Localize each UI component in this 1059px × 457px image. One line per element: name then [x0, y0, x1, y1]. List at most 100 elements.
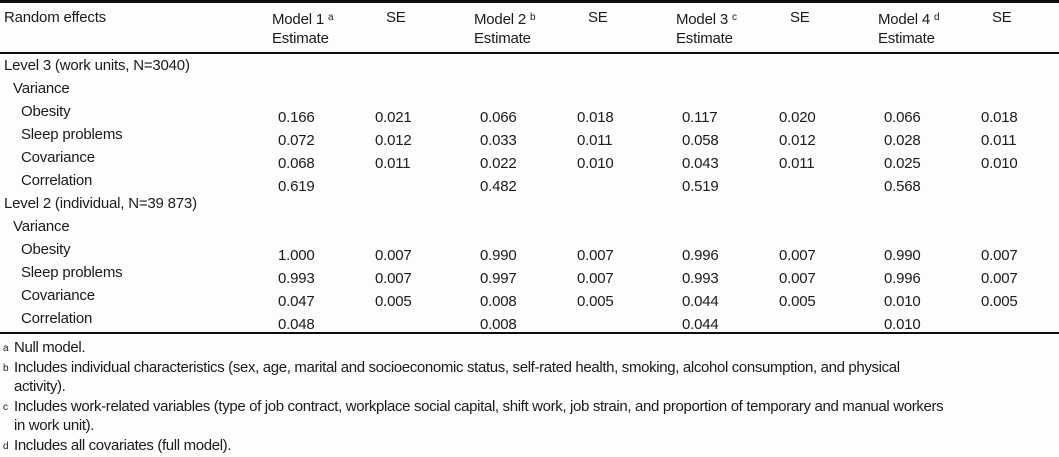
estimate-value: 0.619 [278, 178, 315, 195]
se-value [779, 62, 878, 85]
estimate-value: 0.066 [884, 109, 921, 126]
footnote-a: a Null model. [0, 338, 1059, 358]
row-label: Level 2 (individual, N=39 873) [4, 195, 197, 212]
se-value: 0.007 [981, 270, 1018, 287]
table-header-row: Random effects Model 1 a Estimate SE Model … [0, 3, 1059, 52]
section-title-row-2: Level 2 (individual, N=39 873) [0, 192, 1059, 215]
column-header-model-4: Model 4 d Estimate [878, 8, 981, 52]
estimate-value: 0.568 [884, 178, 921, 195]
estimate-value: 1.000 [278, 247, 315, 264]
estimate-value: 0.010 [884, 293, 921, 310]
estimate-value [878, 200, 981, 223]
se-value: 0.011 [779, 155, 815, 172]
row-label: Covariance [21, 287, 95, 304]
se-value: 0.007 [375, 270, 412, 287]
column-header-se-3: SE [790, 9, 810, 26]
footnote-marker: c [731, 12, 737, 23]
column-header-model-1: Model 1 a Estimate [272, 8, 375, 52]
column-header-se-4: SE [992, 9, 1012, 26]
estimate-sublabel: Estimate [474, 30, 531, 47]
estimate-value [676, 85, 779, 108]
table-bottom-rule [0, 332, 1059, 334]
section-title-row-1: Level 3 (work units, N=3040) [0, 54, 1059, 77]
variance-group-row: Variance [0, 77, 1059, 100]
se-value: 0.005 [375, 293, 412, 310]
se-value [577, 177, 676, 200]
column-header-random-effects: Random effects [4, 9, 106, 26]
estimate-value: 0.990 [480, 247, 517, 264]
footnote-b: b Includes individual characteristics (se… [0, 358, 1059, 397]
footnote-text: Includes individual characteristics (sex… [14, 358, 900, 396]
estimate-value: 0.044 [682, 316, 719, 333]
se-value: 0.005 [981, 293, 1018, 310]
estimate-sublabel: Estimate [878, 30, 935, 47]
estimate-value: 0.022 [480, 155, 517, 172]
table-row: Covariance 0.047 0.005 0.008 0.005 0.044 0.005… [0, 284, 1059, 310]
estimate-sublabel: Estimate [272, 30, 329, 47]
se-value [779, 177, 878, 200]
se-value [577, 223, 676, 246]
se-value [981, 85, 1059, 108]
estimate-value: 0.166 [278, 109, 315, 126]
estimate-value: 0.068 [278, 155, 315, 172]
se-value [981, 315, 1059, 338]
table-row: Obesity 0.166 0.021 0.066 0.018 0.117 0.020 0.0… [0, 100, 1059, 126]
se-value: 0.007 [779, 247, 816, 264]
se-value: 0.021 [375, 109, 412, 126]
footnote-d: d Includes all covariates (full model). [0, 436, 1059, 456]
se-value: 0.012 [779, 132, 816, 149]
se-value [577, 200, 676, 223]
row-label: Covariance [21, 149, 95, 166]
se-value [779, 85, 878, 108]
se-value [981, 62, 1059, 85]
se-value: 0.020 [779, 109, 816, 126]
se-value: 0.007 [577, 247, 614, 264]
estimate-value [474, 200, 577, 223]
variance-group-row: Variance [0, 215, 1059, 238]
row-label: Sleep problems [21, 264, 123, 281]
se-value [375, 62, 474, 85]
se-value [981, 177, 1059, 200]
se-value [375, 315, 474, 338]
footnote-marker: b [529, 12, 536, 23]
table-row: Sleep problems 0.993 0.007 0.997 0.007 0.993 0… [0, 261, 1059, 287]
se-value: 0.007 [779, 270, 816, 287]
footnote-text: Null model. [14, 339, 86, 356]
se-value: 0.007 [375, 247, 412, 264]
footnote-marker: a [327, 12, 334, 23]
estimate-value: 0.072 [278, 132, 315, 149]
footnote-text: Includes work-related variables (type of… [14, 397, 944, 435]
table-row: Sleep problems 0.072 0.012 0.033 0.011 0.058 0… [0, 123, 1059, 149]
estimate-value: 0.519 [682, 178, 719, 195]
footnote-c: c Includes work-related variables (type o… [0, 397, 1059, 436]
footnote-marker: d [3, 440, 9, 452]
se-value [779, 315, 878, 338]
estimate-value [474, 62, 577, 85]
se-value [779, 223, 878, 246]
table-footnotes: a Null model. b Includes individual charact… [0, 334, 1059, 455]
se-value: 0.011 [577, 132, 613, 149]
se-value [375, 177, 474, 200]
row-label: Level 3 (work units, N=3040) [4, 57, 190, 74]
se-value [577, 315, 676, 338]
footnote-marker: a [3, 343, 9, 354]
se-value: 0.005 [779, 293, 816, 310]
estimate-value: 0.482 [480, 178, 517, 195]
footnote-text: Includes all covariates (full model). [14, 436, 232, 454]
estimate-value [878, 85, 981, 108]
estimate-value: 0.025 [884, 155, 921, 172]
row-label: Correlation [21, 310, 93, 327]
se-value [577, 62, 676, 85]
estimate-value [676, 200, 779, 223]
se-value: 0.010 [577, 155, 614, 172]
estimate-value [878, 223, 981, 246]
estimate-value: 0.008 [480, 293, 517, 310]
se-value [577, 85, 676, 108]
se-value [981, 200, 1059, 223]
se-value [779, 200, 878, 223]
estimate-value [474, 223, 577, 246]
se-value: 0.007 [981, 247, 1018, 264]
se-value: 0.018 [981, 109, 1018, 126]
estimate-value: 0.117 [682, 109, 718, 126]
